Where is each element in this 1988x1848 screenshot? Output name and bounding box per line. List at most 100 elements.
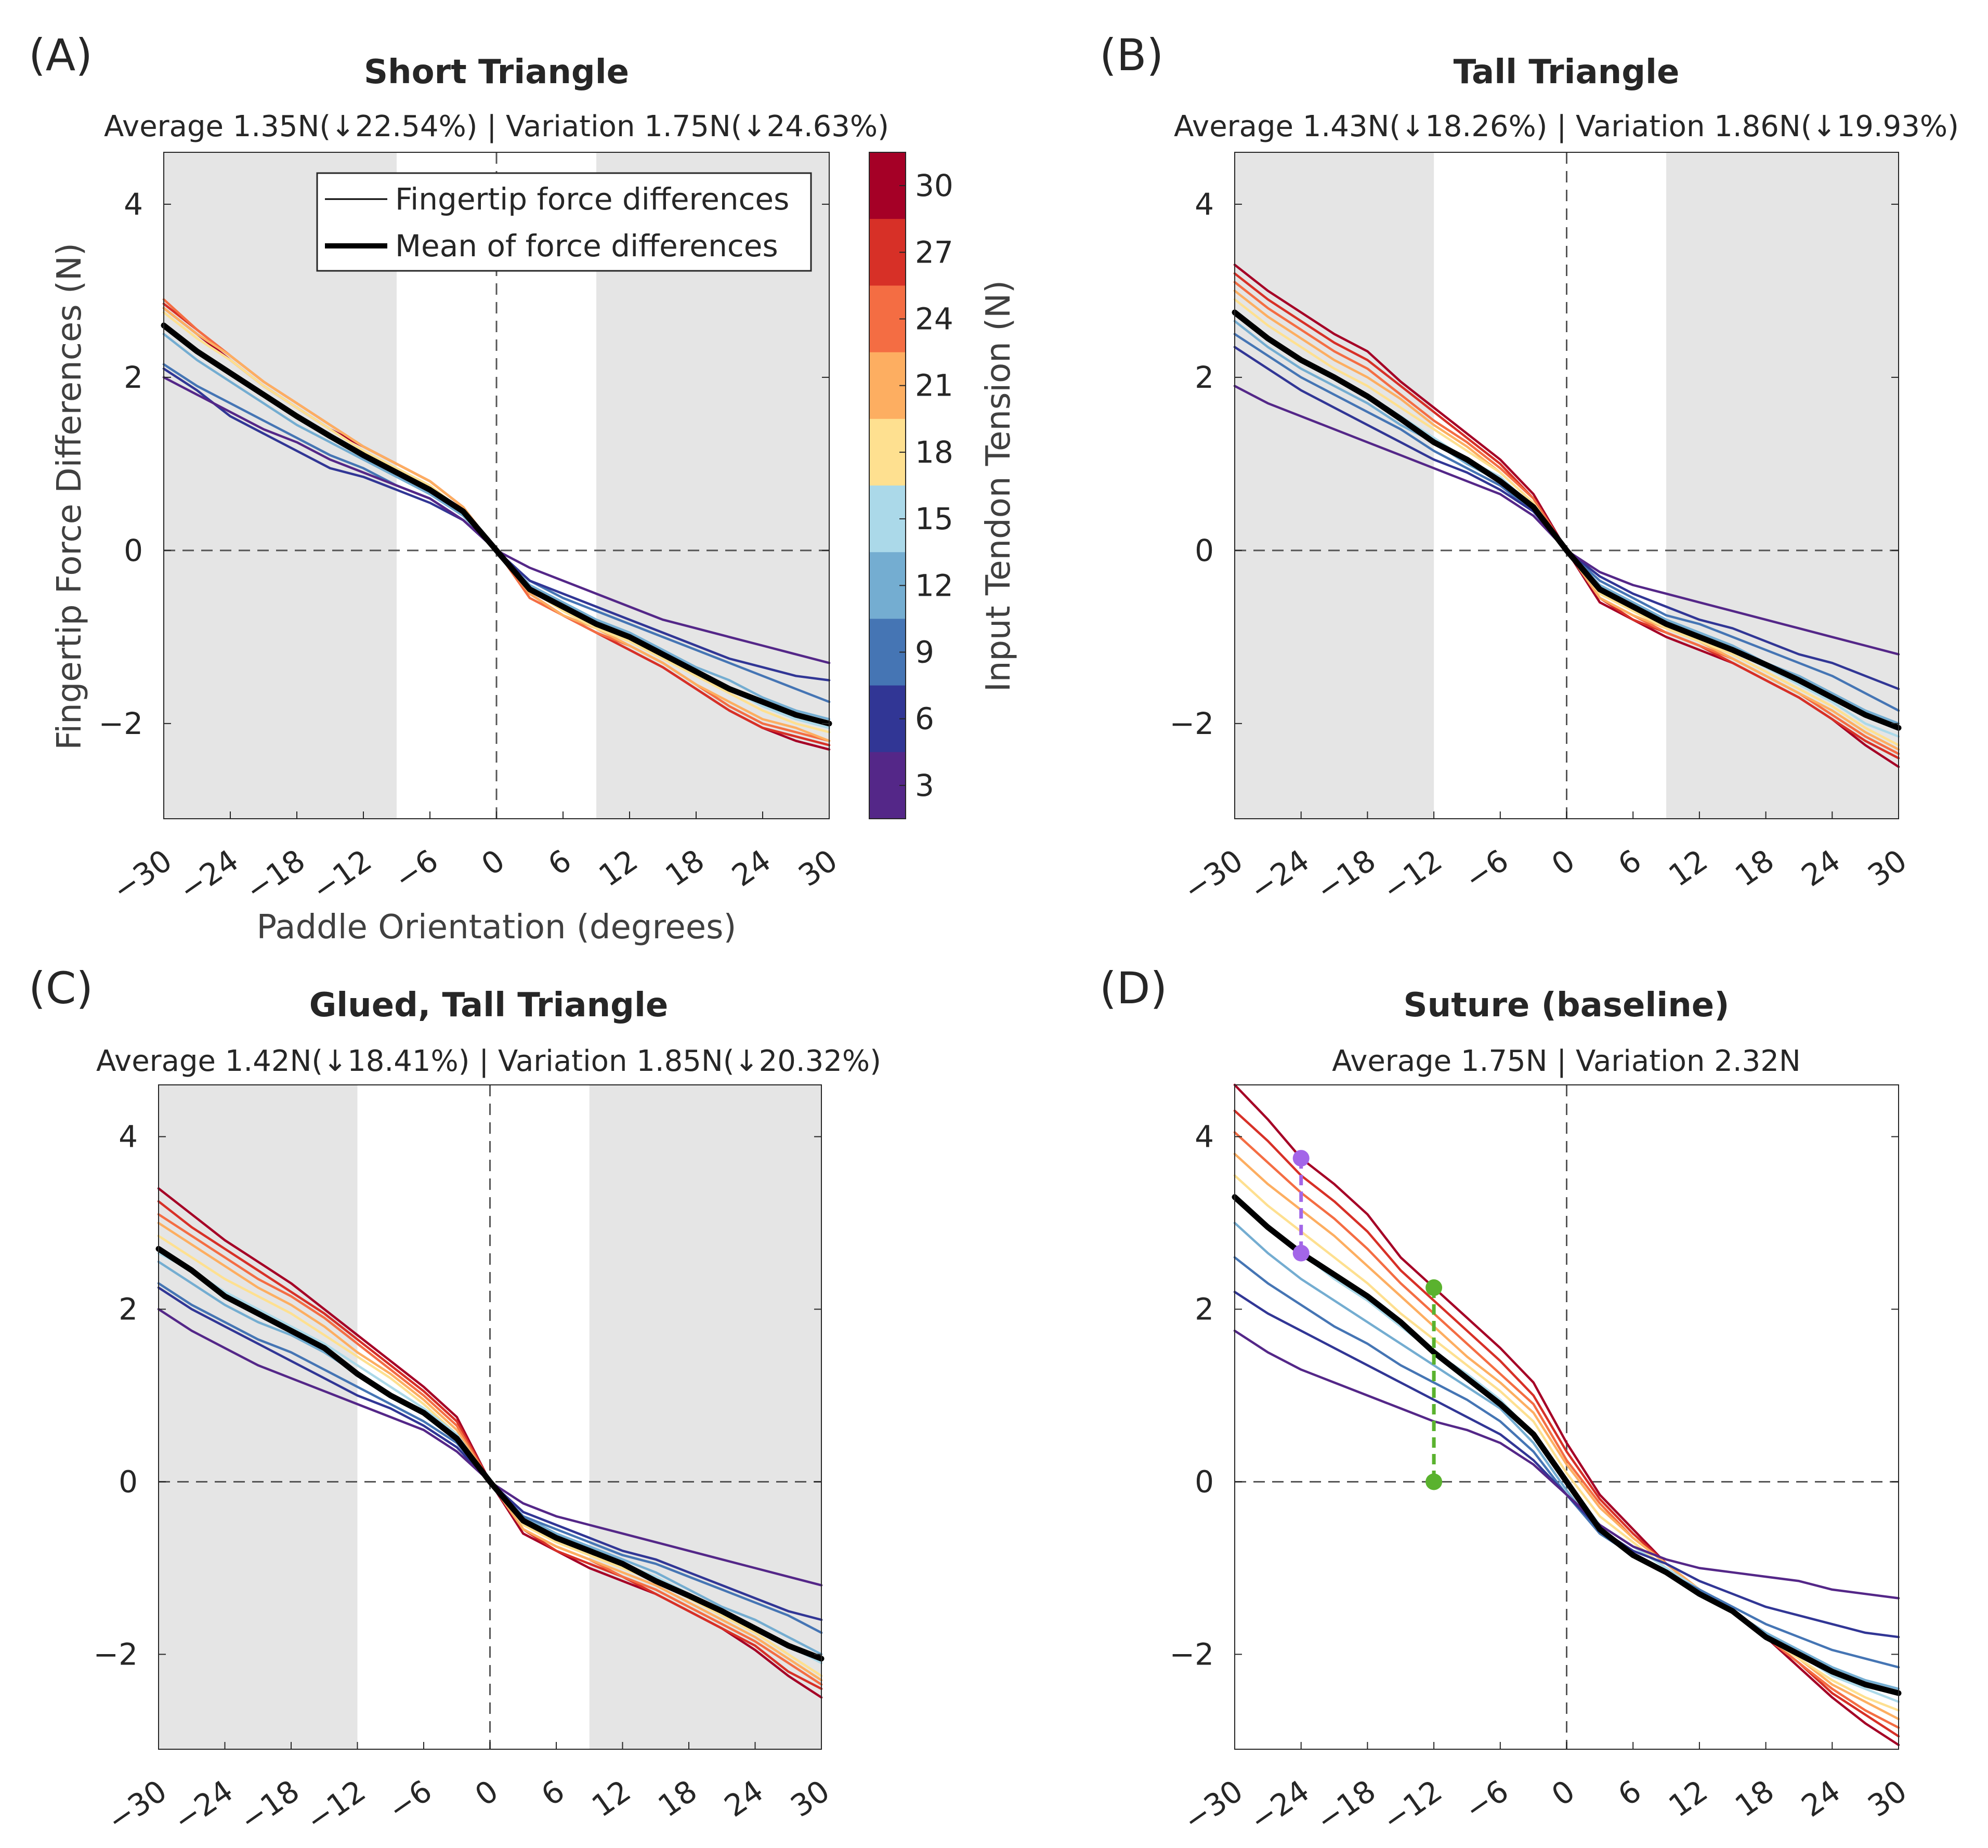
panel-d-series-line-24n <box>1233 1131 1900 1729</box>
panel-a: (A) Short Triangle Average 1.35N(↓22.54%… <box>29 30 1018 947</box>
panel-b-xtick-label: 0 <box>1545 843 1581 883</box>
colorbar-tick-label: 30 <box>915 168 953 203</box>
panel-c-xtick-label: 18 <box>652 1773 703 1824</box>
panel-a-ytick-label: 0 <box>124 533 143 568</box>
panel-c-shaded-region-1 <box>589 1085 821 1749</box>
panel-c-xtick-label: 0 <box>468 1773 504 1813</box>
panel-d-series-line-3n <box>1233 1329 1900 1600</box>
panel-c-xtick-label: −30 <box>101 1773 173 1839</box>
panel-d-xtick-label: 18 <box>1729 1773 1780 1824</box>
colorbar-label: Input Tendon Tension (N) <box>979 280 1018 692</box>
panel-c-xtick-label: 30 <box>784 1773 836 1824</box>
panel-a-ytick-label: 4 <box>124 187 143 222</box>
panel-d-series-line-12n <box>1233 1222 1900 1690</box>
panel-b-xtick-label: −30 <box>1177 843 1249 908</box>
panel-b-subtitle: Average 1.43N(↓18.26%) | Variation 1.86N… <box>1174 110 1959 143</box>
panel-d-xtick-label: 6 <box>1612 1773 1647 1813</box>
panel-a-xtick-label: 18 <box>659 843 711 894</box>
panel-a-xtick-label: −24 <box>173 843 245 908</box>
panel-a-xtick-label: −30 <box>106 843 178 908</box>
panel-c-ytick-label: −2 <box>94 1636 138 1672</box>
panel-a-xtick-label: 0 <box>475 843 511 883</box>
panel-b-ytick-label: 2 <box>1195 360 1214 395</box>
panel-a-subtitle: Average 1.35N(↓22.54%) | Variation 1.75N… <box>104 110 889 143</box>
panel-c-label: (C) <box>29 963 93 1014</box>
panel-d: (D) Suture (baseline) Average 1.75N | Va… <box>1100 963 1913 1839</box>
panel-b-shaded-region-0 <box>1235 152 1434 819</box>
panel-a-xtick-label: 30 <box>792 843 844 894</box>
panel-a-series-line-mean <box>161 322 832 727</box>
panel-d-ytick-label: 0 <box>1195 1464 1214 1499</box>
panel-d-xtick-label: 12 <box>1662 1773 1714 1824</box>
panel-b-xtick-label: −6 <box>1458 843 1515 897</box>
panel-b-label: (B) <box>1100 30 1163 81</box>
panel-d-title: Suture (baseline) <box>1404 986 1730 1025</box>
panel-a-label: (A) <box>29 30 93 81</box>
panel-c: (C) Glued, Tall Triangle Average 1.42N(↓… <box>29 963 881 1839</box>
panel-b-xtick-label: −18 <box>1310 843 1382 908</box>
panel-a-ylabel: Fingertip Force Differences (N) <box>50 243 89 750</box>
colorbar-tick-label: 24 <box>915 302 953 337</box>
colorbar-tick-label: 3 <box>915 768 934 803</box>
panel-c-xtick-label: −12 <box>299 1773 372 1839</box>
legend-thick-label: Mean of force differences <box>395 228 778 264</box>
panel-a-xtick-label: 6 <box>542 843 578 883</box>
panel-c-xtick-label: 12 <box>585 1773 637 1824</box>
panel-b-ytick-label: −2 <box>1170 706 1214 741</box>
panel-b-ytick-label: 4 <box>1195 187 1214 222</box>
colorbar-tick-label: 12 <box>915 568 953 603</box>
panel-d-series-line-mean <box>1232 1194 1902 1696</box>
colorbar-tick-label: 9 <box>915 635 934 670</box>
panel-a-xlabel: Paddle Orientation (degrees) <box>257 908 737 947</box>
panel-d-ytick-label: 2 <box>1195 1292 1214 1327</box>
panel-a-xtick-label: −6 <box>388 843 444 897</box>
panel-d-series-line-30n <box>1233 1083 1900 1746</box>
panel-b-xtick-label: −24 <box>1243 843 1315 908</box>
panel-b-xtick-label: 30 <box>1862 843 1913 894</box>
panel-a-xtick-label: 24 <box>726 843 777 894</box>
panel-c-subtitle: Average 1.42N(↓18.41%) | Variation 1.85N… <box>96 1044 881 1078</box>
panel-c-xtick-label: −18 <box>233 1773 306 1839</box>
panel-d-xtick-label: −30 <box>1177 1773 1249 1839</box>
panel-a-xtick-label: −12 <box>306 843 378 908</box>
panel-b-title: Tall Triangle <box>1454 53 1680 91</box>
panel-c-ytick-label: 4 <box>119 1119 138 1155</box>
panel-d-annotation-point-bottom-0 <box>1292 1244 1310 1262</box>
panel-d-annotation-point-top-0 <box>1292 1150 1310 1167</box>
colorbar-tick-label: 15 <box>915 501 953 536</box>
panel-c-xtick-label: 24 <box>718 1773 769 1824</box>
panel-b-xtick-label: 12 <box>1662 843 1714 894</box>
panel-a-xtick-label: 12 <box>593 843 644 894</box>
panel-d-ytick-label: 4 <box>1195 1119 1214 1155</box>
colorbar-tick-label: 27 <box>915 234 953 270</box>
panel-c-xtick-label: 6 <box>535 1773 571 1813</box>
panel-c-series-line-mean <box>155 1246 825 1662</box>
colorbar-tick-label: 18 <box>915 435 953 470</box>
panel-a-xtick-label: −18 <box>239 843 311 908</box>
panel-c-ytick-label: 2 <box>119 1292 138 1327</box>
panel-d-label: (D) <box>1100 963 1167 1014</box>
panel-b-xtick-label: 18 <box>1729 843 1780 894</box>
panel-b-series-line-mean <box>1232 309 1902 731</box>
panel-c-title: Glued, Tall Triangle <box>309 986 669 1025</box>
panel-b-ytick-label: 0 <box>1195 533 1214 568</box>
panel-d-xtick-label: 30 <box>1862 1773 1913 1824</box>
panel-c-ytick-label: 0 <box>119 1464 138 1499</box>
colorbar-tick-label: 6 <box>915 701 934 737</box>
panel-b-xtick-label: 6 <box>1612 843 1647 883</box>
panel-d-xtick-label: 0 <box>1545 1773 1581 1813</box>
panel-c-shaded-region-0 <box>159 1085 358 1749</box>
panel-b-xtick-label: 24 <box>1795 843 1847 894</box>
panel-d-annotation-point-top-1 <box>1425 1279 1443 1296</box>
panel-a-ytick-label: −2 <box>99 706 143 741</box>
panel-d-xtick-label: −18 <box>1310 1773 1382 1839</box>
panel-d-xtick-label: 24 <box>1795 1773 1847 1824</box>
panel-d-xtick-label: −12 <box>1376 1773 1448 1839</box>
panel-a-ytick-label: 2 <box>124 360 143 395</box>
panel-b-shaded-region-1 <box>1666 152 1899 819</box>
panel-b-xtick-label: −12 <box>1376 843 1448 908</box>
panel-d-annotation-point-bottom-1 <box>1425 1473 1443 1490</box>
